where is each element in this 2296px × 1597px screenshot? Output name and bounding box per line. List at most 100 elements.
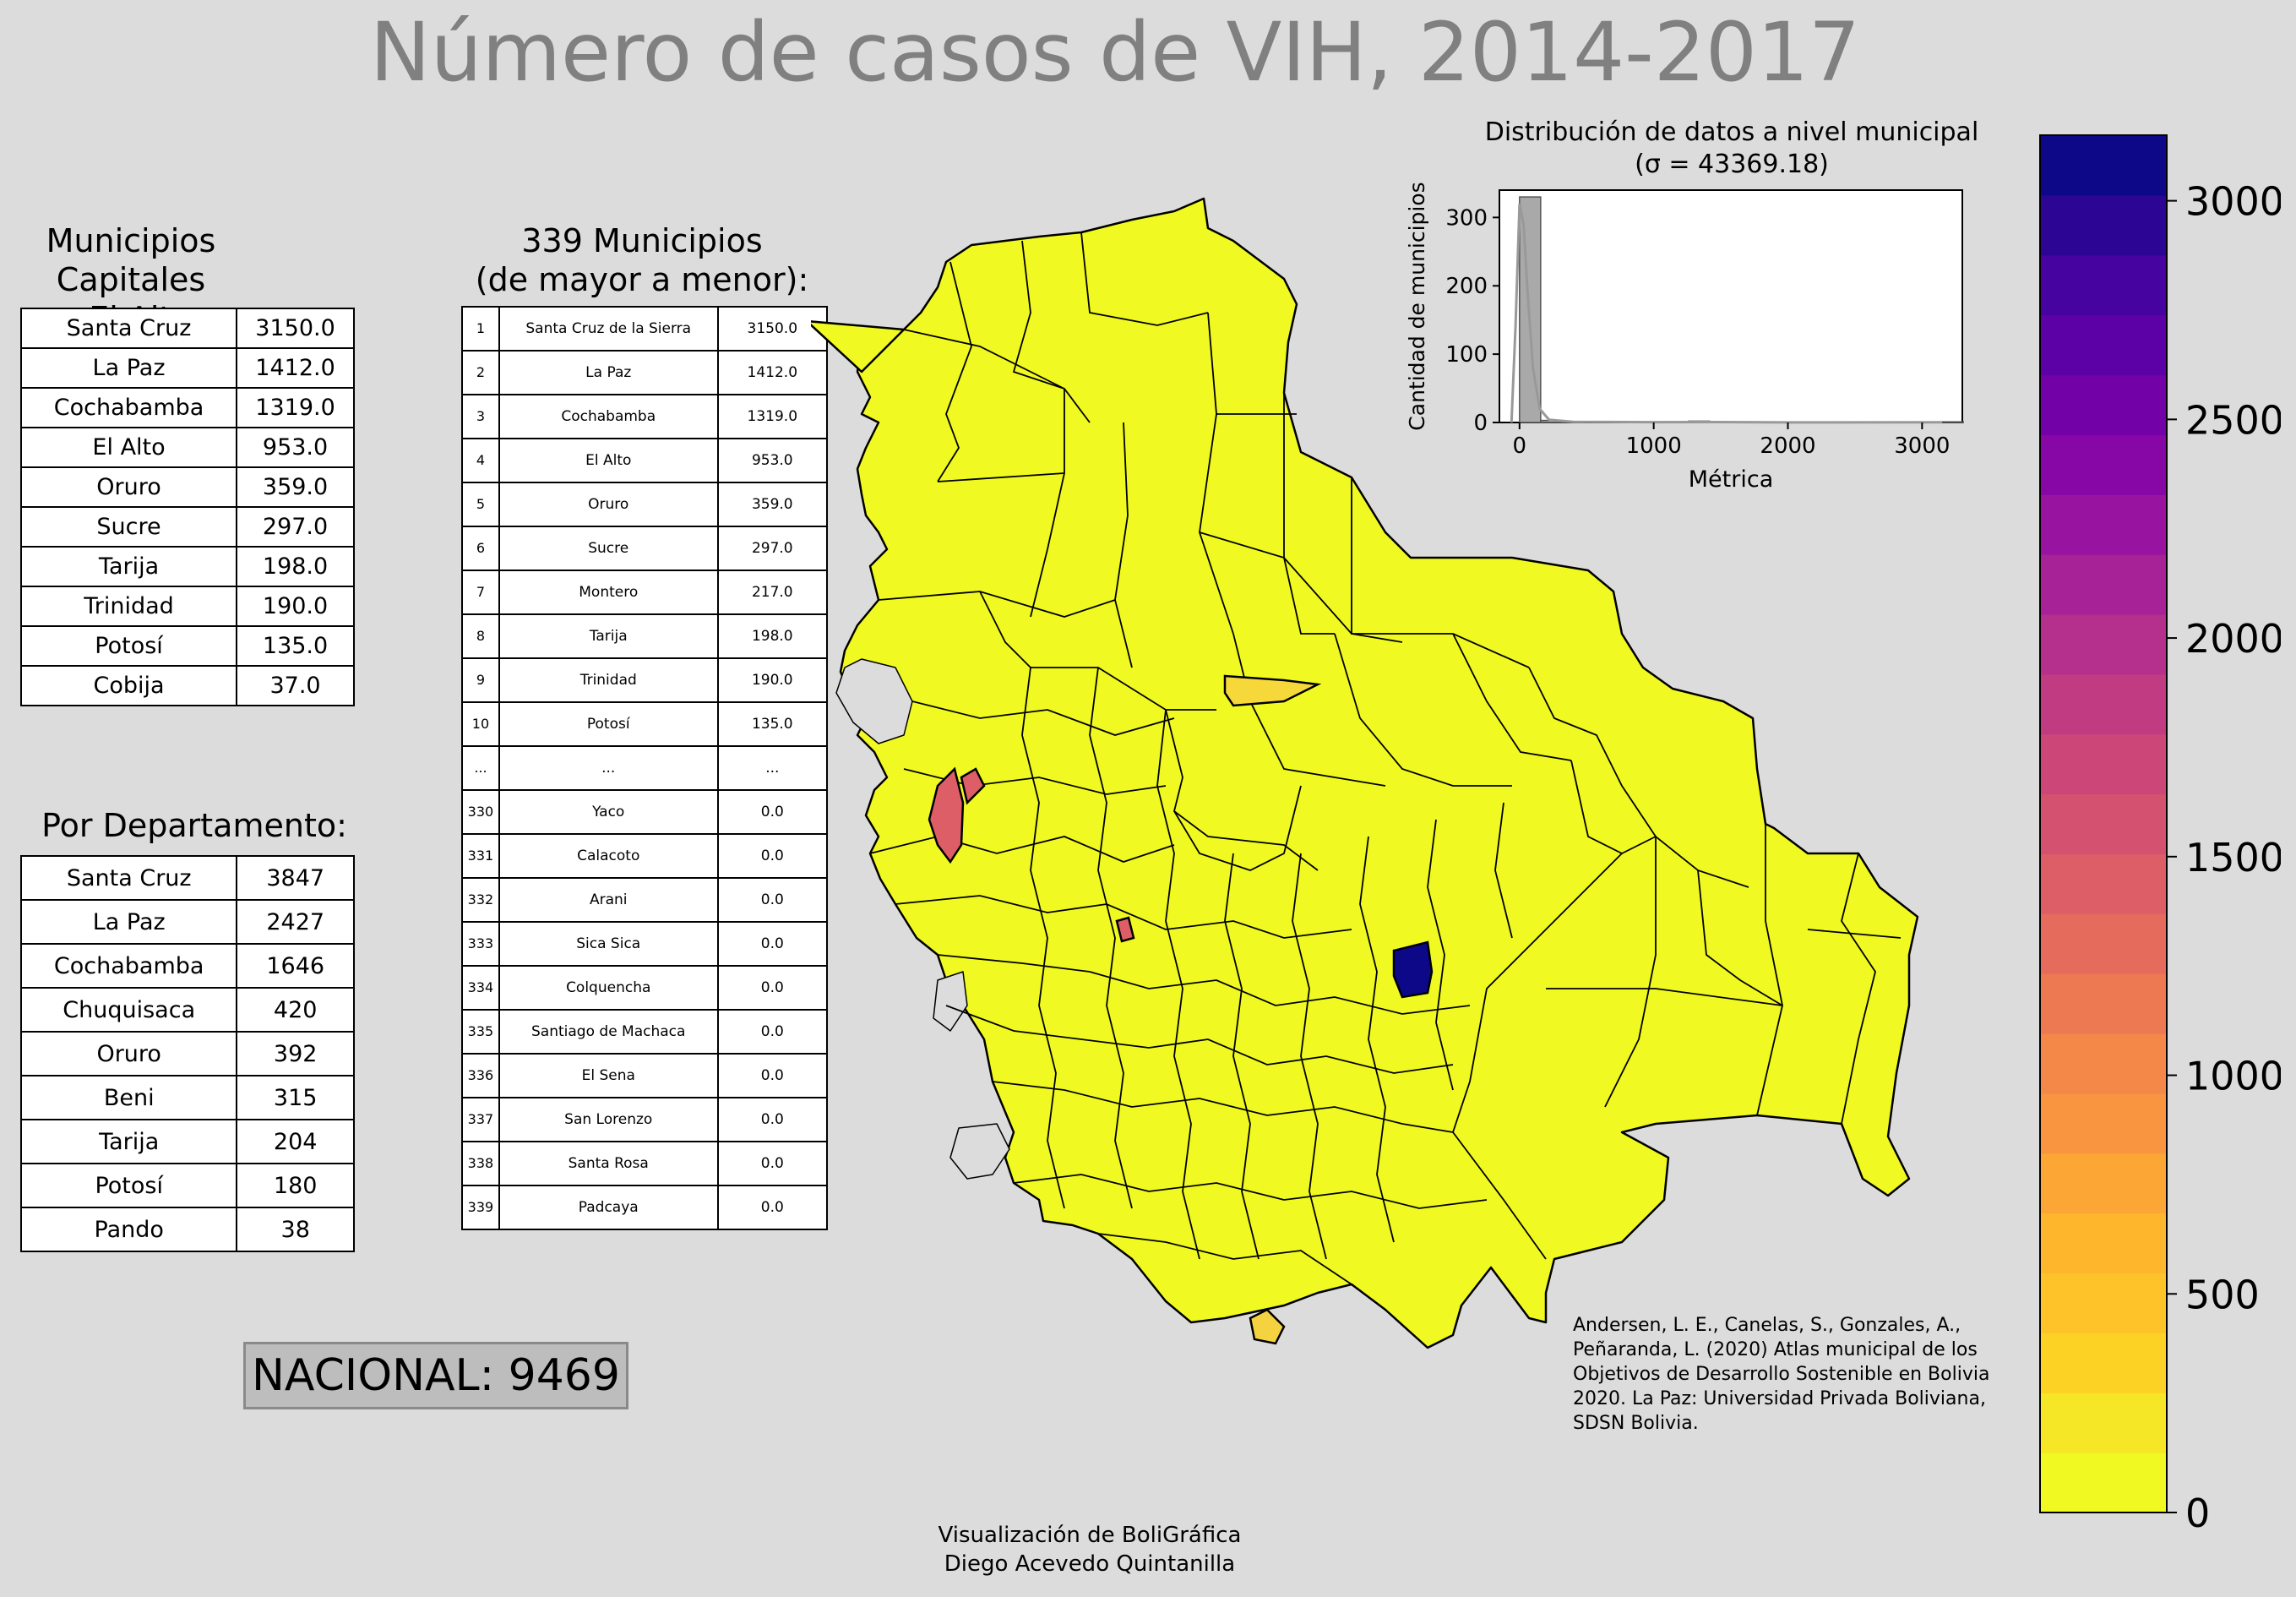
colorbar-segment — [2040, 314, 2167, 376]
colorbar-segment — [2040, 793, 2167, 855]
histogram-y-axis-label: Cantidad de municipios — [1405, 182, 1429, 430]
colorbar-tick-label: 500 — [2185, 1272, 2260, 1317]
municipalities-cell: Oruro — [498, 482, 719, 527]
histogram-plot-area — [1499, 189, 1963, 423]
municipalities-cell: 3 — [461, 394, 500, 439]
colorbar-segment — [2040, 673, 2167, 735]
municipalities-row: 6 Sucre 297.0 — [461, 526, 829, 571]
capitals-row: Santa Cruz 3150.0 — [19, 308, 355, 349]
municipalities-cell: 339 — [461, 1185, 500, 1230]
municipalities-cell: 217.0 — [716, 570, 829, 615]
municipalities-cell: El Alto — [498, 438, 719, 483]
colorbar-tick-label: 0 — [2185, 1491, 2210, 1529]
municipalities-heading: 339 Municipios (de mayor a menor): — [456, 221, 828, 299]
departments-cell: 420 — [236, 987, 355, 1033]
municipalities-heading-line1: 339 Municipios — [521, 222, 763, 259]
capitals-cell: Cochabamba — [19, 387, 238, 428]
capitals-cell: Trinidad — [19, 586, 238, 627]
municipalities-cell: Cochabamba — [498, 394, 719, 439]
capitals-cell: 359.0 — [236, 466, 355, 508]
municipalities-cell: 0.0 — [716, 877, 829, 923]
departments-cell: Chuquisaca — [19, 987, 238, 1033]
map-pando-top — [811, 320, 906, 373]
municipalities-cell: 0.0 — [716, 965, 829, 1011]
municipalities-cell: 0.0 — [716, 1141, 829, 1186]
capitals-cell: La Paz — [19, 347, 238, 389]
municipalities-row: 330 Yaco 0.0 — [461, 789, 829, 835]
municipalities-cell: 5 — [461, 482, 500, 527]
municipalities-cell: 2 — [461, 350, 500, 395]
municipalities-cell: 953.0 — [716, 438, 829, 483]
municipalities-cell: 330 — [461, 789, 500, 835]
departments-cell: La Paz — [19, 899, 238, 945]
footer-line1: Visualización de BoliGráfica — [938, 1523, 1242, 1548]
colorbar-segment — [2040, 613, 2167, 675]
colorbar-segment — [2040, 374, 2167, 435]
histogram-y-tick-label: 0 — [1473, 411, 1488, 436]
municipalities-cell: El Sena — [498, 1053, 719, 1098]
municipalities-cell: 0.0 — [716, 1009, 829, 1055]
map-cochabamba — [1115, 916, 1135, 943]
colorbar-segment — [2040, 913, 2167, 974]
capitals-row: El Alto 953.0 — [19, 427, 355, 468]
colorbar-tick-label: 2000 — [2185, 616, 2281, 662]
municipalities-row: 9 Trinidad 190.0 — [461, 657, 829, 703]
municipalities-cell: 7 — [461, 570, 500, 615]
map-trinidad — [1223, 674, 1322, 707]
colorbar-segment — [2040, 1153, 2167, 1214]
municipalities-cell: 9 — [461, 657, 500, 703]
histogram-kde-line — [1510, 203, 1943, 424]
capitals-cell: 1319.0 — [236, 387, 355, 428]
colorbar-frame — [2039, 134, 2168, 1513]
departments-row: Tarija 204 — [19, 1119, 355, 1164]
capitals-cell: Potosí — [19, 625, 238, 667]
municipalities-cell: 10 — [461, 701, 500, 747]
departments-cell: 204 — [236, 1119, 355, 1164]
map-santa-cruz-de-la-sierra — [1392, 940, 1434, 999]
colorbar-tick-label: 1500 — [2185, 835, 2281, 880]
colorbar-segment — [2040, 194, 2167, 256]
municipalities-row: 3 Cochabamba 1319.0 — [461, 394, 829, 439]
municipalities-cell: 0.0 — [716, 1097, 829, 1142]
map-lake-poopo — [933, 971, 968, 1032]
municipalities-heading-line2: (de mayor a menor): — [475, 261, 809, 298]
municipalities-cell: 1 — [461, 306, 500, 352]
municipalities-cell: ... — [461, 745, 500, 791]
page-title: Número de casos de VIH, 2014-2017 — [369, 5, 1861, 100]
colorbar-segment — [2040, 1453, 2167, 1513]
capitals-heading-line1: Municipios Capitales — [46, 222, 216, 298]
municipalities-cell: 135.0 — [716, 701, 829, 747]
municipalities-cell: 6 — [461, 526, 500, 571]
municipalities-cell: Montero — [498, 570, 719, 615]
departments-row: Potosí 180 — [19, 1163, 355, 1208]
histogram-y-tick-label: 200 — [1445, 274, 1488, 299]
departments-row: Oruro 392 — [19, 1031, 355, 1076]
map-la-paz-north — [960, 767, 986, 805]
colorbar-segment — [2040, 1393, 2167, 1453]
map-country-outline — [839, 197, 1919, 1349]
municipalities-cell: 338 — [461, 1141, 500, 1186]
municipalities-cell: Sucre — [498, 526, 719, 571]
histogram-x-tick-label: 3000 — [1894, 433, 1950, 459]
municipalities-cell: Colquencha — [498, 965, 719, 1011]
municipalities-cell: 0.0 — [716, 1053, 829, 1098]
citation: Andersen, L. E., Canelas, S., Gonzales, … — [1573, 1315, 1990, 1434]
histogram-y-tick-label: 100 — [1445, 342, 1488, 368]
municipalities-cell: Trinidad — [498, 657, 719, 703]
colorbar-segment — [2040, 733, 2167, 795]
colorbar-tick-label: 3000 — [2185, 179, 2281, 225]
colorbar-segment — [2040, 135, 2167, 196]
capitals-cell: 953.0 — [236, 427, 355, 468]
capitals-row: Cobija 37.0 — [19, 665, 355, 706]
departments-cell: Beni — [19, 1075, 238, 1120]
capitals-cell: 135.0 — [236, 625, 355, 667]
histogram-subtitle: (σ = 43369.18) — [1635, 150, 1829, 179]
municipalities-row: 338 Santa Rosa 0.0 — [461, 1141, 829, 1186]
capitals-cell: Sucre — [19, 506, 238, 548]
departments-cell: Potosí — [19, 1163, 238, 1208]
departments-row: Chuquisaca 420 — [19, 987, 355, 1033]
departments-cell: 315 — [236, 1075, 355, 1120]
colorbar-segment — [2040, 1033, 2167, 1094]
municipalities-cell: ... — [716, 745, 829, 791]
municipalities-row: 1 Santa Cruz de la Sierra 3150.0 — [461, 306, 829, 352]
